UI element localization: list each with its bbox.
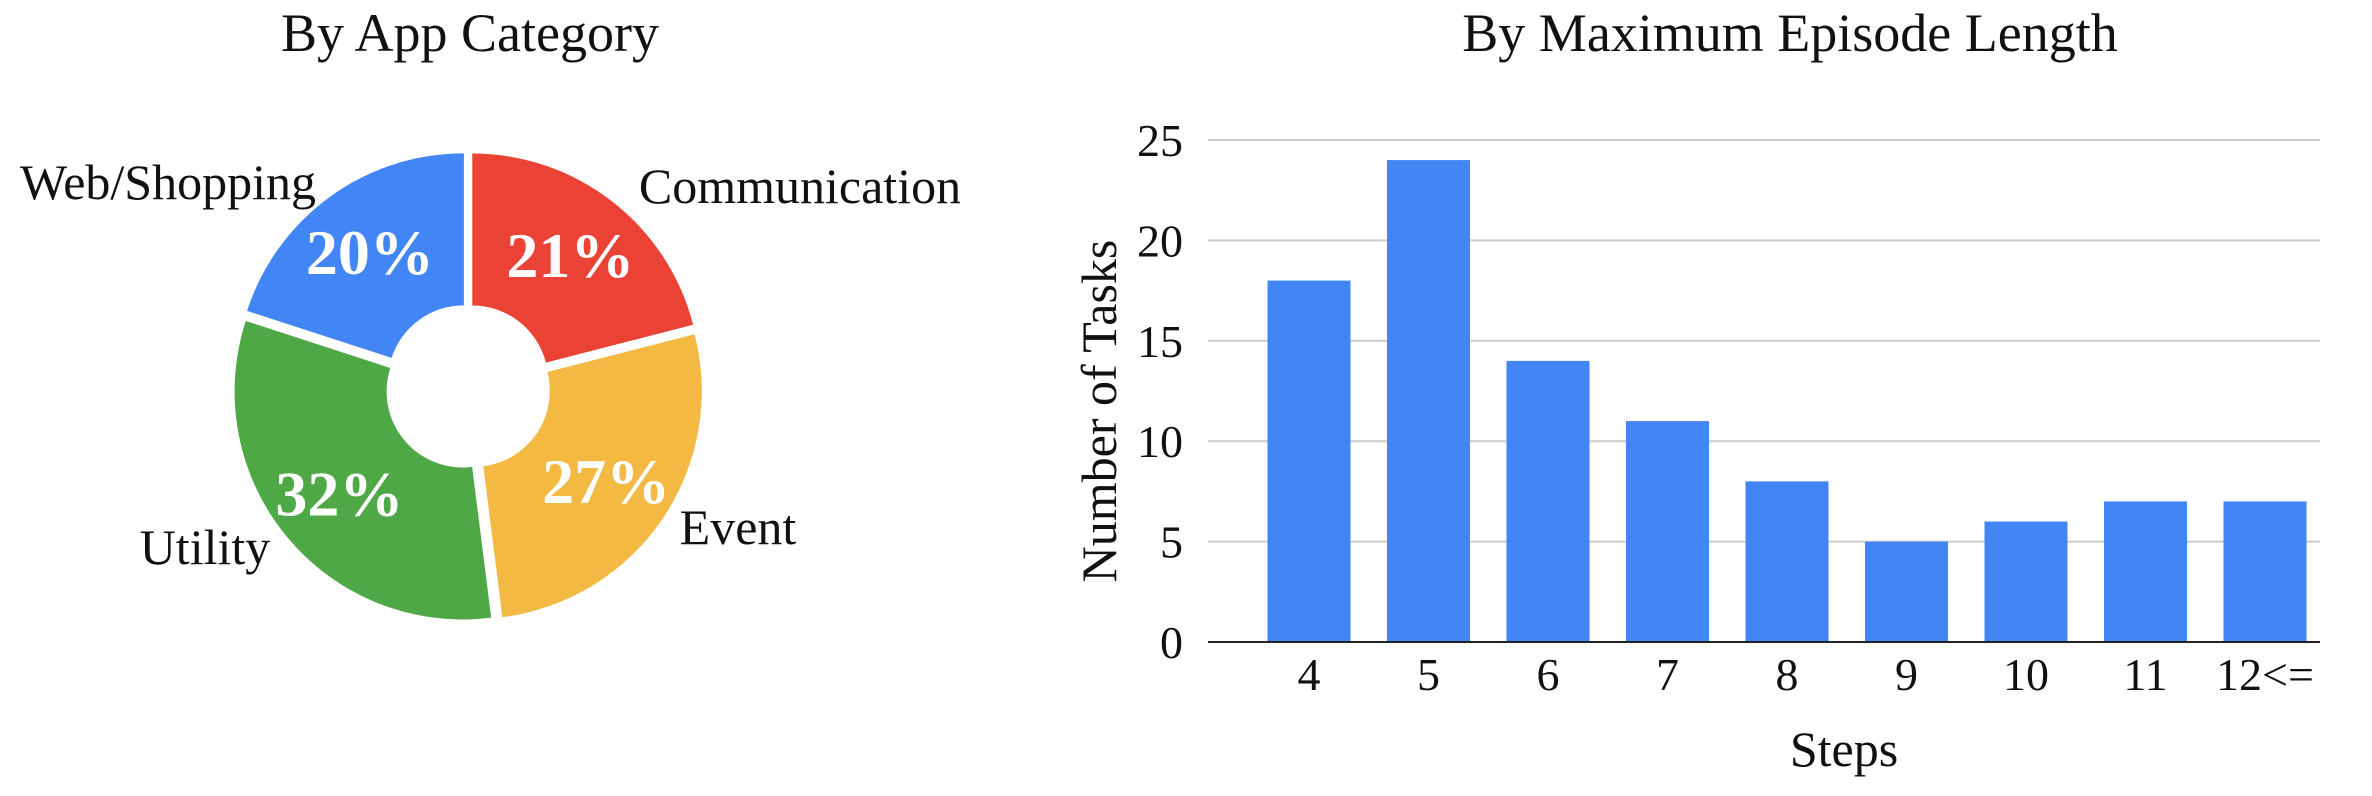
bar-chart-title: By Maximum Episode Length <box>1462 3 2118 63</box>
x-tick-label: 10 <box>2003 649 2049 700</box>
x-tick-label: 9 <box>1895 649 1918 700</box>
x-tick-label: 12<= <box>2216 649 2314 700</box>
y-axis-label: Number of Tasks <box>1071 240 1127 583</box>
y-tick-label: 5 <box>1160 517 1183 568</box>
donut-chart: 21%Communication 27%Event 32%Utility 20% Web… <box>20 153 960 620</box>
donut-category-label: Web/Shopping <box>20 154 316 210</box>
y-tick-label: 0 <box>1160 617 1183 668</box>
bar-9 <box>1865 541 1948 642</box>
bar-7 <box>1626 421 1709 642</box>
x-tick-label: 7 <box>1656 649 1679 700</box>
bar-4 <box>1267 280 1351 642</box>
x-tick-label: 11 <box>2123 649 2167 700</box>
donut-slice-communication <box>472 153 694 363</box>
bar-10 <box>1984 521 2068 642</box>
bar-11 <box>2104 501 2187 642</box>
x-tick-label: 5 <box>1417 649 1440 700</box>
bar-12<= <box>2223 501 2307 642</box>
donut-slice-utility <box>234 321 492 620</box>
bar-chart: 0 5 10 15 20 25 4 5 6 7 8 9 10 11 12<= Steps Number of T… <box>1071 115 2320 777</box>
donut-slice-event <box>483 334 702 618</box>
y-tick-label: 10 <box>1137 416 1183 467</box>
donut-percent-label: 20% <box>306 217 434 288</box>
x-axis-label: Steps <box>1790 721 1898 777</box>
donut-percent-label: 21% <box>506 220 634 291</box>
x-tick-label: 6 <box>1537 649 1560 700</box>
bar-5 <box>1387 160 1470 642</box>
donut-percent-label: 32% <box>275 458 403 529</box>
donut-category-label: Communication <box>639 158 960 214</box>
bar-8 <box>1745 481 1829 642</box>
bar-6 <box>1506 360 1590 642</box>
donut-percent-label: 27% <box>542 446 670 517</box>
x-tick-label: 4 <box>1298 649 1321 700</box>
x-tick-label: 8 <box>1776 649 1799 700</box>
donut-category-label: Event <box>680 499 797 555</box>
donut-chart-title: By App Category <box>281 3 659 63</box>
donut-slice-web-shopping <box>247 153 464 358</box>
y-tick-label: 20 <box>1137 215 1183 266</box>
y-tick-label: 15 <box>1137 316 1183 367</box>
donut-category-label: Utility <box>140 519 271 575</box>
y-tick-label: 25 <box>1137 115 1183 166</box>
